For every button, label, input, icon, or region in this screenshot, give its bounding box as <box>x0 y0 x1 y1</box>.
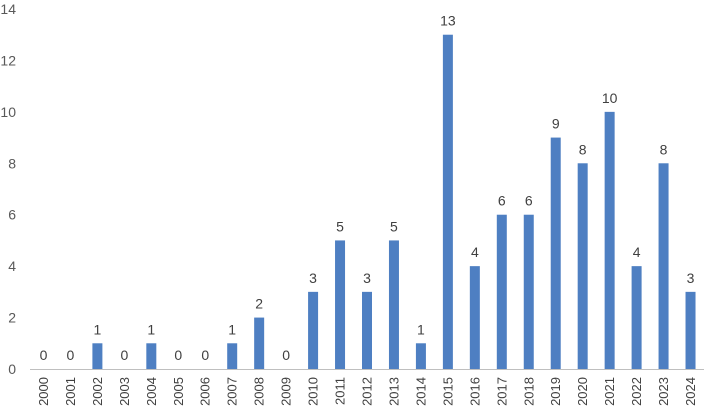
x-tick-label: 2008 <box>252 377 267 406</box>
data-label: 3 <box>363 270 371 286</box>
bar <box>577 163 588 369</box>
bar <box>631 266 642 369</box>
x-tick-label: 2010 <box>306 377 321 406</box>
x-tick-label: 2004 <box>144 377 159 406</box>
bar <box>335 240 346 369</box>
bar <box>604 111 615 369</box>
data-label: 2 <box>255 296 263 312</box>
data-label: 10 <box>602 90 618 106</box>
data-label: 0 <box>282 347 290 363</box>
x-tick-label: 2022 <box>629 377 644 406</box>
data-label: 0 <box>67 347 75 363</box>
x-tick-label: 2018 <box>521 377 536 406</box>
bar <box>550 137 561 369</box>
bar <box>308 291 319 369</box>
bar <box>388 240 399 369</box>
data-label: 3 <box>687 270 695 286</box>
y-tick-label: 14 <box>0 1 16 17</box>
bar <box>469 266 480 369</box>
bar <box>415 343 426 369</box>
bar <box>227 343 238 369</box>
y-tick-label: 0 <box>8 361 16 377</box>
data-label: 1 <box>228 321 236 337</box>
data-label: 3 <box>309 270 317 286</box>
x-tick-label: 2001 <box>63 377 78 406</box>
y-tick-label: 2 <box>8 310 16 326</box>
x-tick-label: 2006 <box>198 377 213 406</box>
y-tick-label: 12 <box>0 52 16 68</box>
bar <box>685 291 696 369</box>
x-tick-label: 2009 <box>279 377 294 406</box>
bar <box>523 214 534 369</box>
data-label: 0 <box>201 347 209 363</box>
y-tick-label: 6 <box>8 207 16 223</box>
bar <box>442 34 453 369</box>
y-axis: 0 2 4 6 8 10 12 14 <box>0 1 16 377</box>
bar <box>362 291 372 369</box>
data-label: 4 <box>471 244 479 260</box>
data-label: 0 <box>40 347 48 363</box>
data-label: 5 <box>390 218 398 234</box>
bar <box>254 317 265 369</box>
data-label: 9 <box>552 116 560 132</box>
data-label: 4 <box>633 244 641 260</box>
x-axis: 2000 2001 2002 2003 2004 2005 2006 2007 2008 2009… <box>36 377 698 406</box>
x-tick-label: 2016 <box>467 377 482 406</box>
data-label: 1 <box>417 321 425 337</box>
bar <box>146 343 157 369</box>
bar <box>496 214 507 369</box>
x-tick-label: 2024 <box>683 377 698 406</box>
x-tick-label: 2020 <box>575 377 590 406</box>
x-tick-label: 2005 <box>171 377 186 406</box>
data-label: 13 <box>440 13 456 29</box>
y-tick-label: 4 <box>8 258 16 274</box>
x-tick-label: 2015 <box>440 377 455 406</box>
x-tick-label: 2012 <box>360 377 375 406</box>
data-label: 1 <box>147 321 155 337</box>
x-tick-label: 2011 <box>333 377 348 405</box>
data-label: 8 <box>579 141 587 157</box>
x-tick-label: 2014 <box>413 377 428 406</box>
x-tick-label: 2002 <box>90 377 105 406</box>
data-label: 0 <box>120 347 128 363</box>
x-tick-label: 2003 <box>117 377 132 406</box>
x-tick-label: 2000 <box>36 377 51 406</box>
x-tick-label: 2019 <box>548 377 563 406</box>
bar-series <box>92 34 696 369</box>
bar <box>92 343 103 369</box>
x-tick-label: 2007 <box>225 377 240 406</box>
x-tick-label: 2013 <box>386 377 401 406</box>
bar <box>658 163 669 369</box>
data-label: 5 <box>336 218 344 234</box>
y-tick-label: 10 <box>0 104 16 120</box>
y-tick-label: 8 <box>8 155 16 171</box>
data-label: 0 <box>174 347 182 363</box>
data-label: 6 <box>525 193 533 209</box>
data-label: 8 <box>660 141 668 157</box>
x-tick-label: 2017 <box>494 377 509 406</box>
x-tick-label: 2023 <box>656 377 671 406</box>
x-tick-label: 2021 <box>602 377 617 406</box>
data-label: 1 <box>94 321 102 337</box>
data-label: 6 <box>498 193 506 209</box>
